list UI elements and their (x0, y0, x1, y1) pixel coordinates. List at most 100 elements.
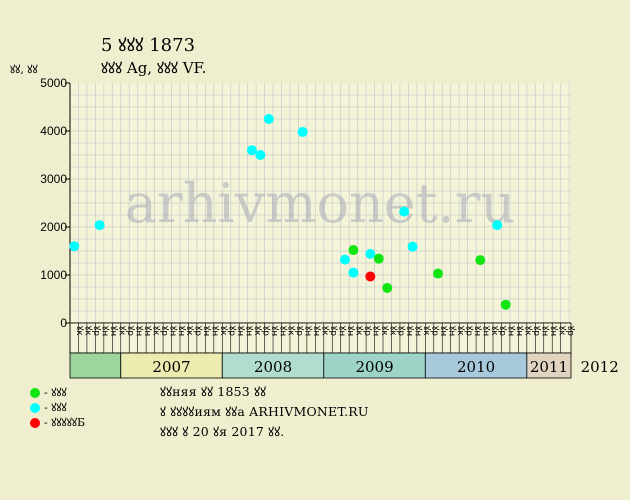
note-line-2: ꙋ ꙋꙋꙋꙋиям ꙋꙋа ARHIVMONET.RU (160, 404, 369, 419)
year-band (526, 352, 572, 379)
data-point (382, 282, 393, 293)
month-tick-label: ꙋн (303, 326, 313, 336)
month-tick-label: ꙋк (150, 326, 160, 336)
month-tick-label: ꙋк (320, 326, 330, 336)
green-dot-icon (30, 387, 40, 398)
month-tick-label: ꙋк (218, 326, 228, 336)
legend-item-red: - ꙋꙋꙋꙋꙋБ (30, 415, 85, 430)
data-point (365, 248, 376, 259)
month-tick-label: ꙋн (472, 326, 482, 336)
month-tick-label: ꙋк (421, 326, 431, 336)
month-tick-label: ꙋр (531, 326, 541, 336)
data-point (475, 255, 486, 266)
y-axis-unit: ꙋꙋ, ꙋꙋ (10, 63, 38, 76)
data-point (94, 220, 105, 231)
cyan-dot-icon (30, 402, 40, 413)
month-tick-label: ꙋк (523, 326, 533, 336)
year-label: 2007 (152, 358, 190, 376)
red-dot-icon (30, 417, 40, 428)
month-tick-label: ꙋн (413, 326, 423, 336)
data-point (399, 206, 410, 217)
month-tick-label: ꙋн (438, 326, 448, 336)
month-tick-label: ꙋн (514, 326, 524, 336)
year-band (424, 352, 528, 379)
watermark-text: arhivmonet.ru (125, 172, 515, 235)
month-tick-label: ꙋн (201, 326, 211, 336)
legend-label: - ꙋꙋꙋ (44, 386, 67, 399)
month-tick-label: ꙋн (210, 326, 220, 336)
data-point (433, 268, 444, 279)
data-point (373, 253, 384, 264)
month-tick-label: ꙋн (133, 326, 143, 336)
month-tick-label: ꙋр (193, 326, 203, 336)
month-tick-label: ꙋк (184, 326, 194, 336)
month-tick-label: ꙋн (345, 326, 355, 336)
month-tick-label: ꙋк (455, 326, 465, 336)
chart-title: 5 ꙋꙋꙋ 1873 (101, 35, 196, 56)
data-point (407, 241, 418, 252)
year-label: 2012 (581, 358, 619, 376)
month-tick-label: ꙋр (430, 326, 440, 336)
y-tick-label: 4000 (40, 124, 67, 138)
month-tick-label: ꙋр (294, 326, 304, 336)
month-tick-label: ꙋк (286, 326, 296, 336)
month-tick-label: ꙋн (269, 326, 279, 336)
month-tick-label: ꙋн (370, 326, 380, 336)
data-point (339, 254, 350, 265)
month-tick-label: ꙋк (117, 326, 127, 336)
month-tick-label: ꙋр (328, 326, 338, 336)
y-tick-label: 3000 (40, 172, 67, 186)
month-tick-label: ꙋн (480, 326, 490, 336)
note-line-3: ꙋꙋꙋ ꙋ 20 ꙋя 2017 ꙋꙋ. (160, 424, 285, 439)
year-band (120, 352, 223, 379)
month-tick-label: ꙋн (100, 326, 110, 336)
month-tick-label: ꙋн (336, 326, 346, 336)
year-band (323, 352, 426, 379)
year-label: 2008 (254, 358, 292, 376)
month-tick-label: ꙋр (91, 326, 101, 336)
month-tick-label: ꙋр (463, 326, 473, 336)
month-tick-label: ꙋн (235, 326, 245, 336)
data-point (263, 114, 274, 124)
month-tick-label: ꙋк (489, 326, 499, 336)
month-tick-label: ꙋн (548, 326, 558, 336)
month-tick-label: ꙋн (167, 326, 177, 336)
data-point (348, 245, 359, 256)
data-point (246, 145, 257, 156)
month-tick-label: ꙋн (142, 326, 152, 336)
month-tick-label: ꙋн (176, 326, 186, 336)
month-tick-label: ꙋк (387, 326, 397, 336)
month-tick-label: ꙋн (506, 326, 516, 336)
data-point (297, 126, 308, 137)
y-tick-label: 5000 (40, 76, 67, 90)
month-tick-label: ꙋн (540, 326, 550, 336)
legend-label: - ꙋꙋꙋ (44, 401, 67, 414)
month-tick-label: ꙋр (396, 326, 406, 336)
month-tick-label: ꙋн (446, 326, 456, 336)
data-point (255, 150, 266, 160)
data-point (500, 299, 511, 310)
month-tick-label: ꙋк (353, 326, 363, 336)
month-tick-label: ꙋр (125, 326, 135, 336)
month-tick-label: ꙋр (497, 326, 507, 336)
year-band (69, 352, 122, 379)
month-strip (69, 322, 572, 354)
month-tick-label: ꙋн (311, 326, 321, 336)
month-tick-label: ꙋк (379, 326, 389, 336)
month-tick-label: ꙋн (404, 326, 414, 336)
year-label: 2009 (355, 358, 393, 376)
month-tick-label: ꙋр (260, 326, 270, 336)
month-tick-label: ꙋр (565, 326, 575, 336)
y-tick-label: 2000 (40, 220, 67, 234)
month-tick-label: ꙋн (243, 326, 253, 336)
month-tick-label: ꙋк (556, 326, 566, 336)
legend-item-cyan: - ꙋꙋꙋ (30, 400, 67, 415)
y-tick-label: 0 (60, 316, 67, 330)
note-line-1: ꙋꙋняя ꙋꙋ 1853 ꙋꙋ (160, 384, 267, 399)
month-tick-label: ꙋр (159, 326, 169, 336)
month-tick-label: ꙋк (83, 326, 93, 336)
legend-label: - ꙋꙋꙋꙋꙋБ (44, 416, 86, 429)
y-tick-label: 1000 (40, 268, 67, 282)
data-point (69, 241, 80, 252)
